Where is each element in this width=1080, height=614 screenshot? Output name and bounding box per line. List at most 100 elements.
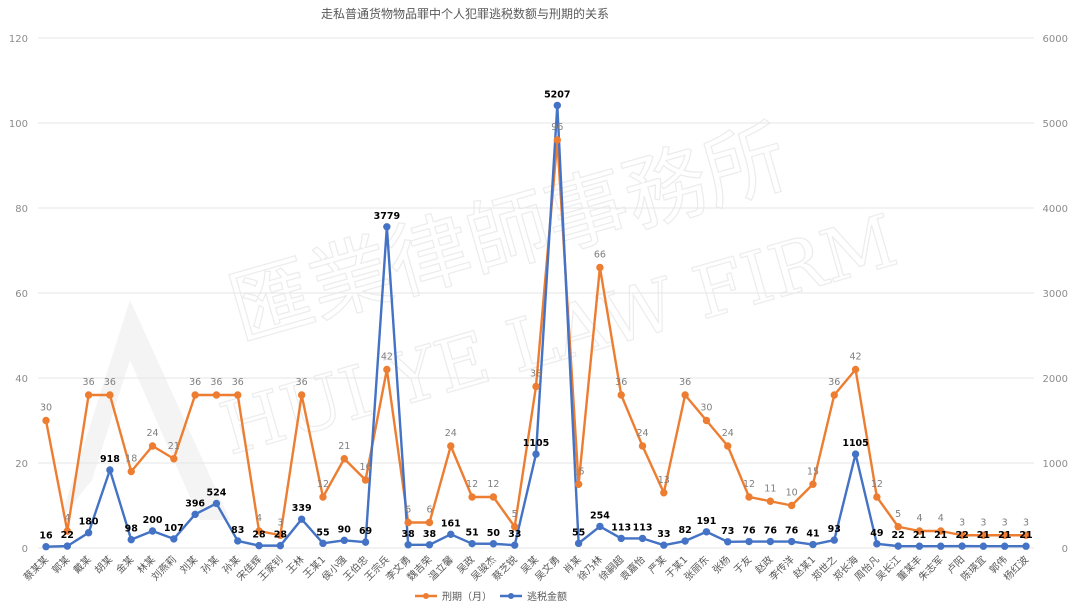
data-label-sentence: 10 bbox=[786, 488, 798, 499]
point-tax-evasion bbox=[276, 541, 285, 550]
point-tax-evasion bbox=[958, 542, 966, 550]
point-tax-evasion bbox=[617, 534, 625, 543]
data-label-sentence: 6 bbox=[405, 505, 411, 516]
point-tax-evasion bbox=[638, 534, 647, 543]
point-sentence bbox=[212, 391, 221, 399]
legend: 刑期（月） 逃税金额 bbox=[415, 590, 567, 603]
data-label-sentence: 4 bbox=[64, 513, 70, 524]
data-label-sentence: 30 bbox=[40, 403, 52, 414]
point-sentence bbox=[276, 531, 285, 539]
point-sentence bbox=[510, 523, 519, 531]
data-label-tax-evasion: 76 bbox=[785, 526, 799, 537]
y-right-tick: 3000 bbox=[1043, 289, 1068, 300]
point-tax-evasion bbox=[106, 466, 114, 474]
x-tick-label: 温立馨 bbox=[425, 553, 455, 583]
point-tax-evasion bbox=[766, 537, 775, 546]
data-label-sentence: 36 bbox=[679, 377, 691, 388]
x-tick-label: 袁嘉怡 bbox=[617, 553, 647, 583]
point-sentence bbox=[915, 527, 924, 535]
x-tick-label: 张丽东 bbox=[681, 553, 711, 583]
data-label-sentence: 3 bbox=[1023, 517, 1029, 528]
data-label-sentence: 6 bbox=[426, 505, 432, 516]
point-sentence bbox=[958, 531, 966, 539]
point-sentence bbox=[574, 480, 583, 488]
data-label-sentence: 42 bbox=[850, 352, 862, 363]
point-tax-evasion bbox=[596, 522, 604, 531]
y-right-tick: 1000 bbox=[1043, 459, 1068, 470]
point-tax-evasion bbox=[404, 541, 412, 549]
data-label-tax-evasion: 918 bbox=[100, 454, 120, 465]
data-label-sentence: 4 bbox=[938, 513, 944, 524]
data-label-sentence: 3 bbox=[277, 517, 283, 528]
data-label-sentence: 15 bbox=[807, 466, 819, 477]
data-label-tax-evasion: 73 bbox=[721, 526, 734, 537]
data-label-tax-evasion: 49 bbox=[870, 528, 883, 539]
point-sentence bbox=[84, 391, 93, 399]
y-left-tick: 0 bbox=[22, 544, 28, 555]
data-label-sentence: 38 bbox=[530, 369, 542, 380]
data-label-sentence: 5 bbox=[512, 509, 518, 520]
data-label-tax-evasion: 33 bbox=[508, 529, 521, 540]
point-sentence bbox=[1000, 531, 1009, 539]
data-label-sentence: 36 bbox=[210, 377, 222, 388]
point-tax-evasion bbox=[297, 515, 306, 523]
x-tick-label: 李传洋 bbox=[766, 553, 796, 583]
y-left-tick: 120 bbox=[9, 34, 28, 45]
data-label-tax-evasion: 200 bbox=[143, 515, 163, 526]
point-tax-evasion bbox=[681, 537, 689, 545]
data-label-sentence: 36 bbox=[83, 377, 95, 388]
point-sentence bbox=[361, 476, 370, 484]
legend-swatch-point bbox=[423, 593, 429, 599]
x-tick-label: 于友 bbox=[731, 553, 754, 576]
point-tax-evasion bbox=[127, 535, 135, 544]
data-label-sentence: 4 bbox=[916, 513, 922, 524]
x-tick-label: 朱志军 bbox=[915, 553, 945, 583]
point-tax-evasion bbox=[148, 527, 157, 535]
point-tax-evasion bbox=[340, 536, 348, 545]
data-label-tax-evasion: 21 bbox=[934, 530, 947, 541]
point-sentence bbox=[404, 518, 412, 527]
point-sentence bbox=[851, 365, 860, 374]
data-label-tax-evasion: 50 bbox=[487, 528, 501, 539]
point-sentence bbox=[42, 416, 50, 425]
data-label-sentence: 36 bbox=[828, 377, 840, 388]
point-tax-evasion bbox=[447, 530, 455, 539]
data-label-sentence: 42 bbox=[381, 352, 393, 363]
point-tax-evasion bbox=[1000, 542, 1009, 550]
x-tick-label: 孙某 bbox=[198, 553, 221, 576]
data-label-tax-evasion: 21 bbox=[913, 530, 926, 541]
point-sentence bbox=[724, 442, 732, 450]
x-tick-label: 刘某 bbox=[178, 554, 201, 577]
point-sentence bbox=[1022, 531, 1030, 539]
point-sentence bbox=[170, 455, 178, 463]
data-label-tax-evasion: 180 bbox=[79, 517, 99, 528]
point-tax-evasion bbox=[574, 539, 583, 548]
point-tax-evasion bbox=[830, 536, 838, 544]
data-label-tax-evasion: 21 bbox=[998, 530, 1011, 541]
point-tax-evasion bbox=[361, 538, 370, 546]
data-label-tax-evasion: 22 bbox=[955, 530, 968, 541]
x-tick-label: 郭某 bbox=[49, 553, 72, 576]
point-sentence bbox=[447, 442, 455, 450]
data-label-tax-evasion: 21 bbox=[977, 530, 990, 541]
x-tick-label: 金某 bbox=[113, 553, 136, 576]
data-label-sentence: 11 bbox=[764, 483, 776, 494]
data-label-tax-evasion: 28 bbox=[274, 530, 288, 541]
data-label-sentence: 36 bbox=[104, 377, 116, 388]
point-sentence bbox=[894, 523, 902, 531]
point-tax-evasion bbox=[915, 542, 924, 550]
point-tax-evasion bbox=[809, 540, 817, 549]
point-tax-evasion bbox=[84, 529, 93, 537]
point-tax-evasion bbox=[489, 540, 498, 548]
point-tax-evasion bbox=[191, 510, 199, 519]
point-sentence bbox=[340, 455, 348, 463]
point-tax-evasion bbox=[63, 542, 72, 550]
point-sentence bbox=[873, 493, 881, 501]
data-label-tax-evasion: 113 bbox=[633, 522, 653, 533]
point-tax-evasion bbox=[937, 542, 945, 550]
point-tax-evasion bbox=[212, 499, 221, 508]
point-sentence bbox=[702, 416, 711, 425]
point-sentence bbox=[489, 493, 498, 501]
